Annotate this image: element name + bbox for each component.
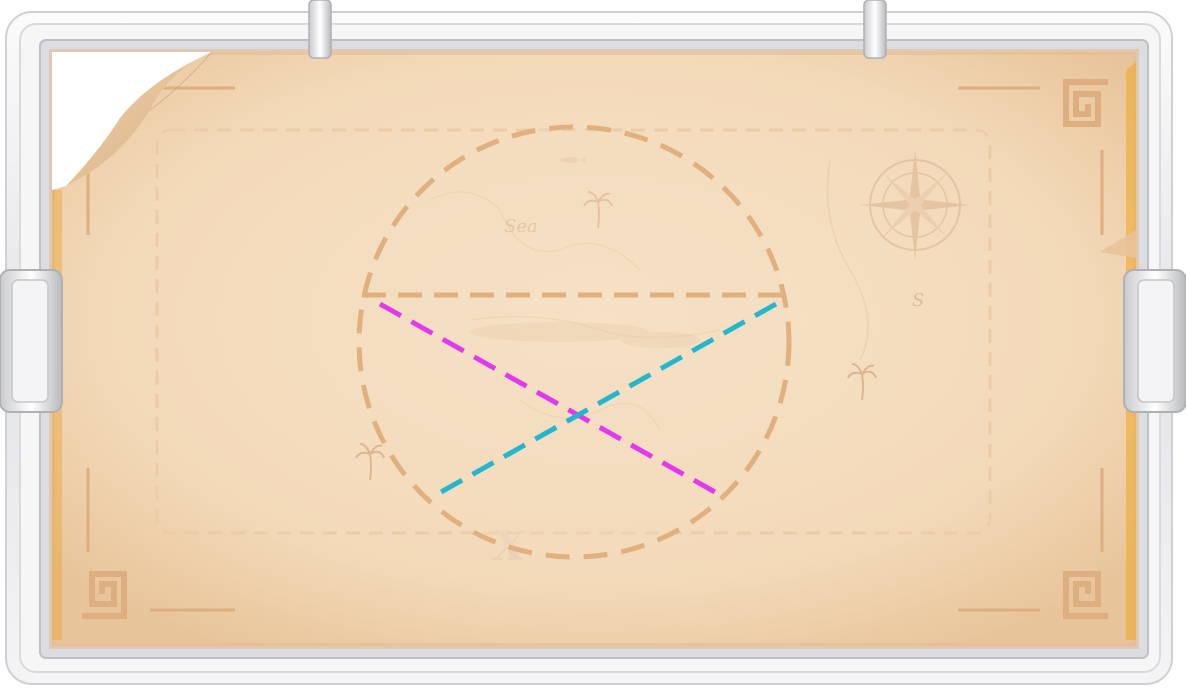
diagonal-cyan[interactable] <box>432 301 778 499</box>
paper-tear <box>1100 230 1136 258</box>
corner-ornament-icon <box>82 468 235 616</box>
corner-ornament-icon <box>958 82 1108 235</box>
puzzle-circle <box>356 124 792 560</box>
compass-south-label: S <box>912 290 924 311</box>
top-clip-left <box>308 0 332 59</box>
compass-rose-icon <box>860 150 970 260</box>
diagonal-magenta[interactable] <box>378 301 724 499</box>
corner-ornament-icon <box>958 468 1108 616</box>
page-curl <box>52 51 213 190</box>
top-clip-right <box>863 0 887 59</box>
puzzle-layer <box>356 124 792 560</box>
fish-icon <box>560 156 586 164</box>
sea-label: Sea <box>504 216 538 237</box>
frame-clips <box>0 0 1186 413</box>
play-area-border <box>155 128 992 535</box>
